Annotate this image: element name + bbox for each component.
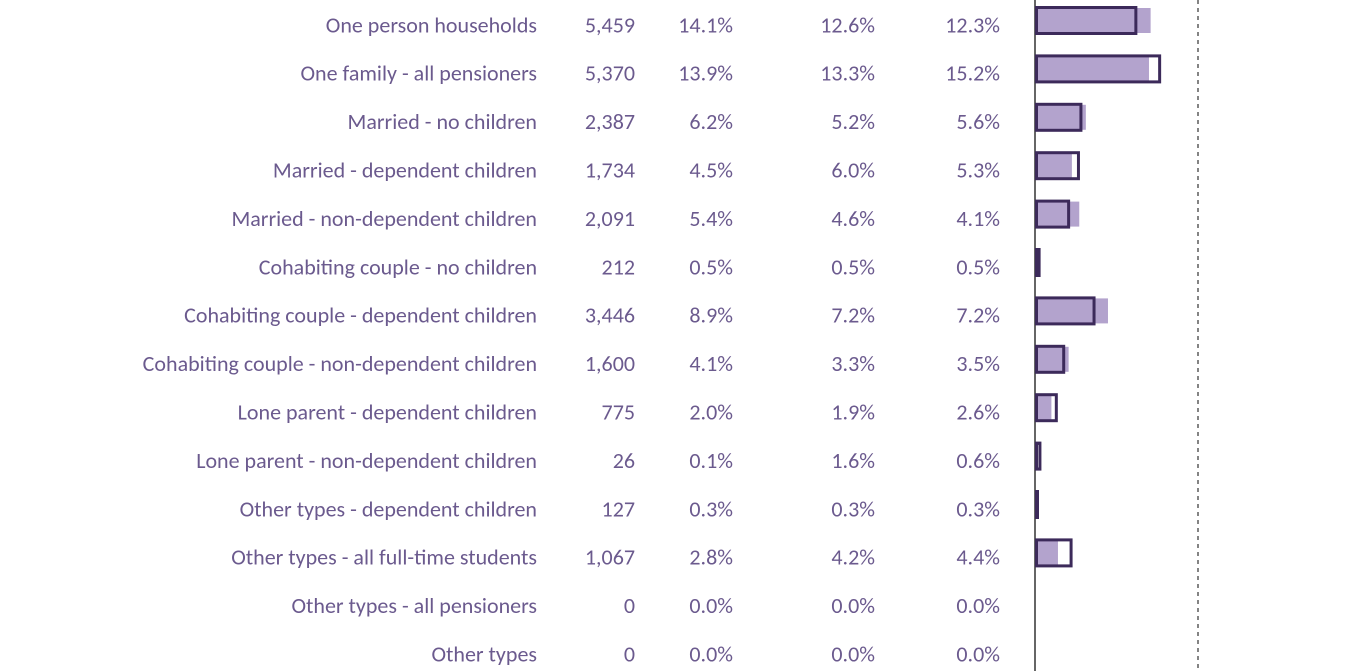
row-label: Other types - all pensioners (291, 592, 537, 619)
percent: 0.5% (689, 253, 733, 280)
bar-area (1035, 56, 1149, 82)
percent: 3.5% (956, 350, 1000, 377)
row-label: Other types (431, 640, 537, 667)
count: 26 (613, 447, 635, 474)
count: 2,091 (585, 205, 635, 232)
percent: 0.6% (956, 447, 1000, 474)
count: 1,600 (585, 350, 635, 377)
percent: 4.5% (689, 156, 733, 183)
percent: 4.4% (956, 544, 1000, 571)
percent: 7.2% (956, 302, 1000, 329)
bar-comparison (1035, 54, 1162, 84)
count: 5,459 (585, 11, 635, 38)
count: 0 (624, 640, 635, 667)
bar-comparison (1035, 296, 1096, 326)
percent: 1.9% (831, 398, 875, 425)
count: 1,067 (585, 544, 635, 571)
row-label: Lone parent - non-dependent children (196, 447, 537, 474)
bar-area (1035, 201, 1080, 227)
count: 212 (602, 253, 635, 280)
percent: 13.9% (678, 60, 733, 87)
percent: 15.2% (945, 60, 1000, 87)
row-label: Married - no children (348, 108, 537, 135)
percent: 5.2% (831, 108, 875, 135)
bar-area (1035, 104, 1086, 130)
percent: 0.3% (831, 495, 875, 522)
percent: 0.0% (831, 640, 875, 667)
bar-comparison (1035, 102, 1083, 132)
bar-area (1035, 395, 1052, 421)
percent: 0.3% (689, 495, 733, 522)
percent: 3.3% (831, 350, 875, 377)
bar-comparison (1035, 441, 1042, 471)
percent: 4.1% (689, 350, 733, 377)
percent: 5.6% (956, 108, 1000, 135)
percent: 0.5% (956, 253, 1000, 280)
percent: 12.3% (945, 11, 1000, 38)
bar-comparison (1035, 151, 1080, 181)
percent: 8.9% (689, 302, 733, 329)
count: 3,446 (585, 302, 635, 329)
row-label: One family - all pensioners (300, 60, 537, 87)
percent: 0.0% (689, 592, 733, 619)
row-label: Cohabiting couple - non-dependent childr… (143, 350, 537, 377)
percent: 2.0% (689, 398, 733, 425)
percent: 0.0% (956, 592, 1000, 619)
row-label: One person households (326, 11, 537, 38)
percent: 6.0% (831, 156, 875, 183)
percent: 4.2% (831, 544, 875, 571)
bar-area (1035, 298, 1108, 324)
bar-area (1035, 153, 1072, 179)
row-label: Other types - all full-time students (231, 544, 537, 571)
row-label: Married - dependent children (273, 156, 537, 183)
percent: 0.3% (956, 495, 1000, 522)
percent: 4.6% (831, 205, 875, 232)
bar-comparison (1035, 248, 1041, 277)
row-label: Lone parent - dependent children (238, 398, 537, 425)
percent: 1.6% (831, 447, 875, 474)
percent: 14.1% (678, 11, 733, 38)
count: 0 (624, 592, 635, 619)
count: 5,370 (585, 60, 635, 87)
bar-comparison (1035, 490, 1039, 519)
count: 1,734 (585, 156, 635, 183)
count: 2,387 (585, 108, 635, 135)
percent: 4.1% (956, 205, 1000, 232)
bar-area (1035, 540, 1058, 566)
percent: 0.0% (956, 640, 1000, 667)
bar-comparison (1035, 199, 1071, 229)
row-label: Cohabiting couple - dependent children (184, 302, 537, 329)
percent: 2.8% (689, 544, 733, 571)
bar-comparison (1035, 6, 1138, 35)
percent: 0.0% (689, 640, 733, 667)
percent: 6.2% (689, 108, 733, 135)
percent: 12.6% (820, 11, 875, 38)
bar-comparison (1035, 393, 1058, 423)
percent: 0.0% (831, 592, 875, 619)
bar-area (1035, 8, 1151, 33)
row-label: Married - non-dependent children (231, 205, 537, 232)
count: 127 (602, 495, 635, 522)
bar-comparison (1035, 344, 1066, 374)
percent: 7.2% (831, 302, 875, 329)
row-label: Cohabiting couple - no children (259, 253, 537, 280)
percent: 0.1% (689, 447, 733, 474)
row-label: Other types - dependent children (240, 495, 537, 522)
percent: 2.6% (956, 398, 1000, 425)
bar-comparison (1035, 538, 1073, 568)
count: 775 (602, 398, 635, 425)
percent: 5.4% (689, 205, 733, 232)
percent: 0.5% (831, 253, 875, 280)
percent: 5.3% (956, 156, 1000, 183)
percent: 13.3% (820, 60, 875, 87)
